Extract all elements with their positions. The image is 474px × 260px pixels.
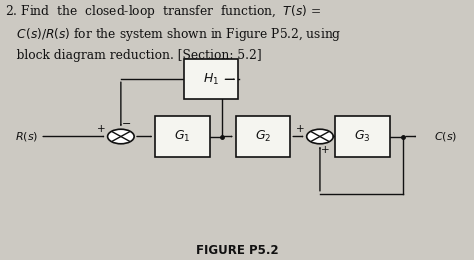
Text: +: + [97,124,105,134]
Text: FIGURE P5.2: FIGURE P5.2 [196,244,278,257]
Text: $G_1$: $G_1$ [174,129,191,144]
Text: +: + [296,124,304,134]
Text: $G_2$: $G_2$ [255,129,271,144]
Text: −: − [122,119,132,129]
FancyBboxPatch shape [155,116,210,157]
Text: +: + [321,145,330,154]
Text: 2. Find  the  closed-loop  transfer  function,  $T(s)$ =
   $C(s)/R(s)$ for the : 2. Find the closed-loop transfer functio… [5,3,341,62]
Text: $R(s)$: $R(s)$ [15,130,38,143]
Text: $C(s)$: $C(s)$ [434,130,457,143]
Circle shape [307,129,333,144]
Text: $H_1$: $H_1$ [203,72,219,87]
Circle shape [108,129,134,144]
FancyBboxPatch shape [336,116,390,157]
FancyBboxPatch shape [236,116,290,157]
FancyBboxPatch shape [184,59,238,100]
Text: $G_3$: $G_3$ [355,129,371,144]
